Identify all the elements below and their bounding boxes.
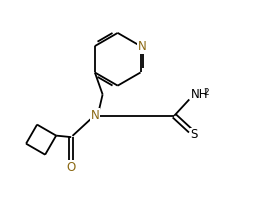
Text: O: O: [67, 161, 76, 174]
Text: NH: NH: [190, 88, 208, 101]
Text: N: N: [91, 109, 99, 122]
Text: N: N: [138, 40, 147, 53]
Text: 2: 2: [203, 88, 209, 97]
Text: S: S: [191, 128, 198, 141]
